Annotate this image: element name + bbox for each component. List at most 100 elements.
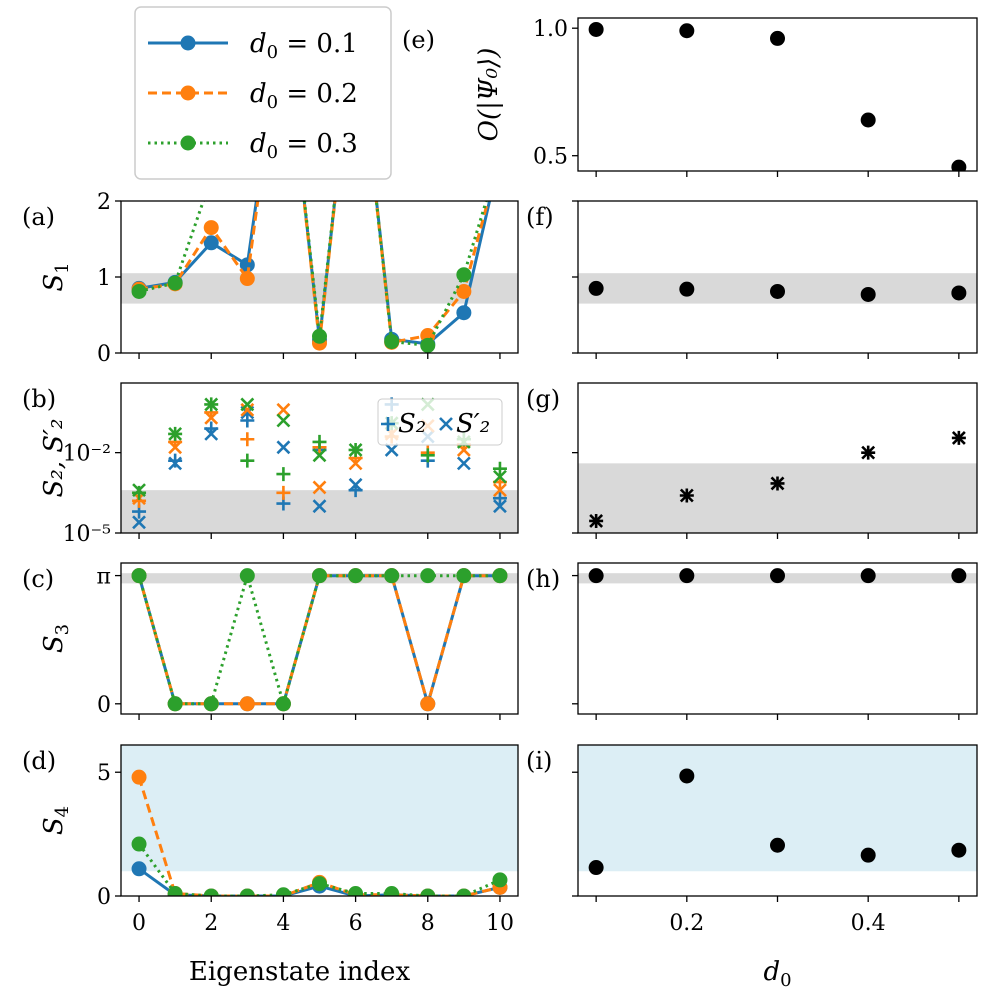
- legend-marker-d0_03: [181, 136, 196, 151]
- reference-band: [578, 463, 977, 533]
- y-tick-label: π: [97, 565, 111, 590]
- data-point: [240, 568, 255, 583]
- data-point: [589, 860, 604, 875]
- panel-f: (f): [526, 201, 977, 359]
- data-point: [492, 148, 507, 163]
- y-axis-label: S3: [39, 624, 73, 653]
- x-axis-label: Eigenstate index: [189, 957, 411, 987]
- data-point: [679, 23, 694, 38]
- data-point-S2prime: [277, 441, 289, 453]
- y-axis-label: S1: [39, 262, 73, 291]
- panel-g: (g): [526, 383, 977, 539]
- plot-area-i: [578, 745, 977, 875]
- panel-label: (g): [526, 385, 560, 413]
- data-point: [420, 338, 435, 353]
- data-point: [240, 271, 255, 286]
- data-point: [951, 568, 966, 583]
- data-point: [492, 872, 507, 887]
- x-tick-label: 4: [276, 911, 290, 936]
- y-tick-label: 1: [97, 266, 111, 291]
- y-axis-label: O(|Ψ₀⟩): [474, 48, 504, 142]
- axes-frame: [121, 563, 518, 714]
- data-point: [492, 568, 507, 583]
- data-point: [770, 284, 785, 299]
- y-tick-label: 5: [97, 761, 111, 786]
- data-point: [589, 22, 604, 37]
- y-axis-label: S4: [39, 806, 73, 835]
- x-tick-label: 10: [486, 911, 514, 936]
- y-tick-label: 0.5: [533, 145, 568, 170]
- data-point: [456, 305, 471, 320]
- data-point: [861, 568, 876, 583]
- x-tick-label: 0.2: [669, 911, 704, 936]
- legend-S2-label: S₂: [398, 409, 426, 439]
- legend-S2prime-label: S′₂: [456, 409, 490, 439]
- panel-d: 0 5 (d) S4 0 2 4 6 8 10 Eigenstate index: [22, 745, 518, 987]
- panel-label: (d): [22, 747, 56, 775]
- legend-label-d0_02: d0 = 0.2: [250, 79, 358, 113]
- data-point-S2: [240, 432, 254, 446]
- axes-frame: [578, 563, 977, 714]
- data-point: [276, 696, 291, 711]
- x-tick-label: 0: [132, 911, 146, 936]
- panel-label: (h): [526, 565, 560, 593]
- data-point-S2prime: [277, 415, 289, 427]
- data-point: [951, 285, 966, 300]
- data-point: [456, 267, 471, 282]
- data-point-S2prime: [386, 444, 398, 456]
- panel-b: 10⁻²10⁻⁵(b)S₂, S′₂ S₂ S′₂: [22, 383, 518, 547]
- panel-label: (i): [526, 747, 552, 775]
- plot-area-g: [578, 431, 977, 533]
- legend: d0 = 0.1 d0 = 0.2 d0 = 0.3: [135, 7, 391, 179]
- legend-marker-d0_02: [181, 86, 196, 101]
- panel-label: (c): [22, 565, 54, 593]
- data-point: [861, 287, 876, 302]
- panel-h: (h): [526, 563, 977, 720]
- data-point: [132, 837, 147, 852]
- data-point: [240, 696, 255, 711]
- data-point-S2: [240, 454, 254, 468]
- reference-band: [121, 490, 518, 533]
- panel-c: 0 π (c) S3: [22, 563, 518, 720]
- data-point: [384, 568, 399, 583]
- y-tick-label: 0: [97, 693, 111, 718]
- plot-area-d: [121, 745, 518, 904]
- y-tick-label: 10⁻²: [63, 442, 111, 467]
- data-point: [679, 282, 694, 297]
- data-point: [770, 568, 785, 583]
- y-tick-label: 0: [97, 885, 111, 910]
- panel-label: (a): [22, 203, 55, 231]
- y-tick-label: 10⁻⁵: [63, 522, 111, 547]
- panel-label: (e): [402, 26, 435, 54]
- x-tick-label: 0.4: [851, 911, 886, 936]
- data-point: [312, 876, 327, 891]
- data-point: [384, 334, 399, 349]
- plot-area-c: [121, 568, 518, 711]
- y-tick-label: 2: [97, 190, 111, 215]
- x-tick-label: 2: [204, 911, 218, 936]
- legend-label-d0_01: d0 = 0.1: [250, 29, 358, 63]
- data-point: [168, 696, 183, 711]
- data-point: [679, 768, 694, 783]
- panel-i: (i) 0.2 0.4 d0: [526, 745, 977, 991]
- x-tick-label: 8: [421, 911, 435, 936]
- data-point: [589, 281, 604, 296]
- data-point: [132, 770, 147, 785]
- plot-area-f: [578, 273, 977, 303]
- x-axis-label: d0: [763, 957, 791, 991]
- data-point-S2: [276, 467, 290, 481]
- data-point: [132, 861, 147, 876]
- data-point: [456, 568, 471, 583]
- data-point-S2: [168, 454, 182, 468]
- y-tick-label: 1.0: [533, 17, 568, 42]
- data-point: [770, 31, 785, 46]
- data-point: [492, 148, 507, 163]
- data-point: [348, 568, 363, 583]
- data-point: [679, 568, 694, 583]
- legend-label-d0_03: d0 = 0.3: [250, 129, 358, 163]
- y-tick-label: 0: [97, 342, 111, 367]
- data-point: [420, 696, 435, 711]
- x-tick-label: 6: [349, 911, 363, 936]
- data-point: [168, 276, 183, 291]
- data-point: [204, 696, 219, 711]
